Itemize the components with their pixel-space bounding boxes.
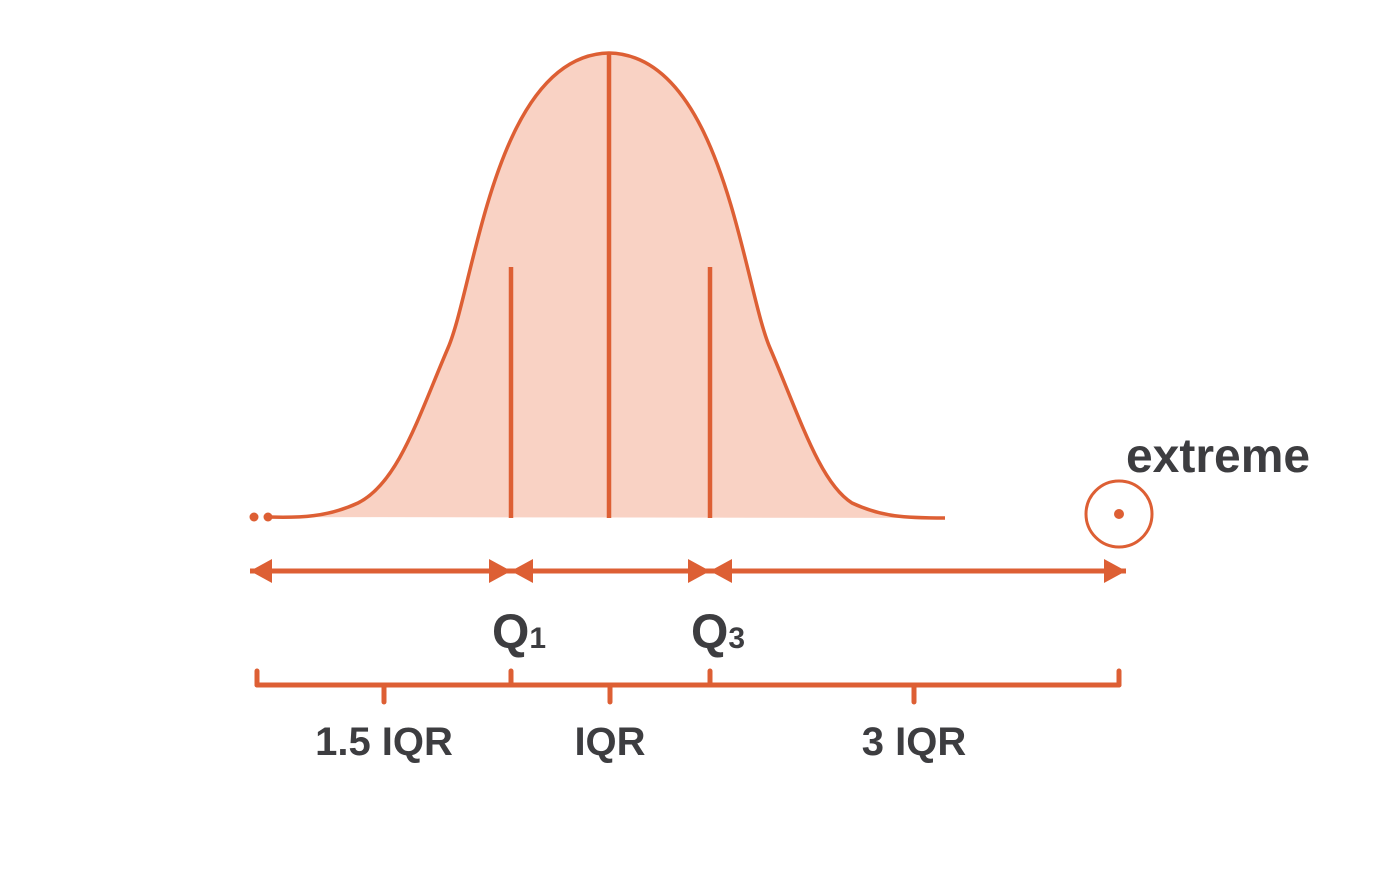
svg-text:extreme: extreme — [1126, 430, 1310, 483]
svg-text:Q1: Q1 — [492, 606, 546, 659]
svg-text:IQR: IQR — [574, 720, 645, 764]
svg-text:3 IQR: 3 IQR — [862, 720, 967, 764]
svg-text:1.5 IQR: 1.5 IQR — [315, 720, 453, 764]
svg-text:Q3: Q3 — [691, 606, 745, 659]
